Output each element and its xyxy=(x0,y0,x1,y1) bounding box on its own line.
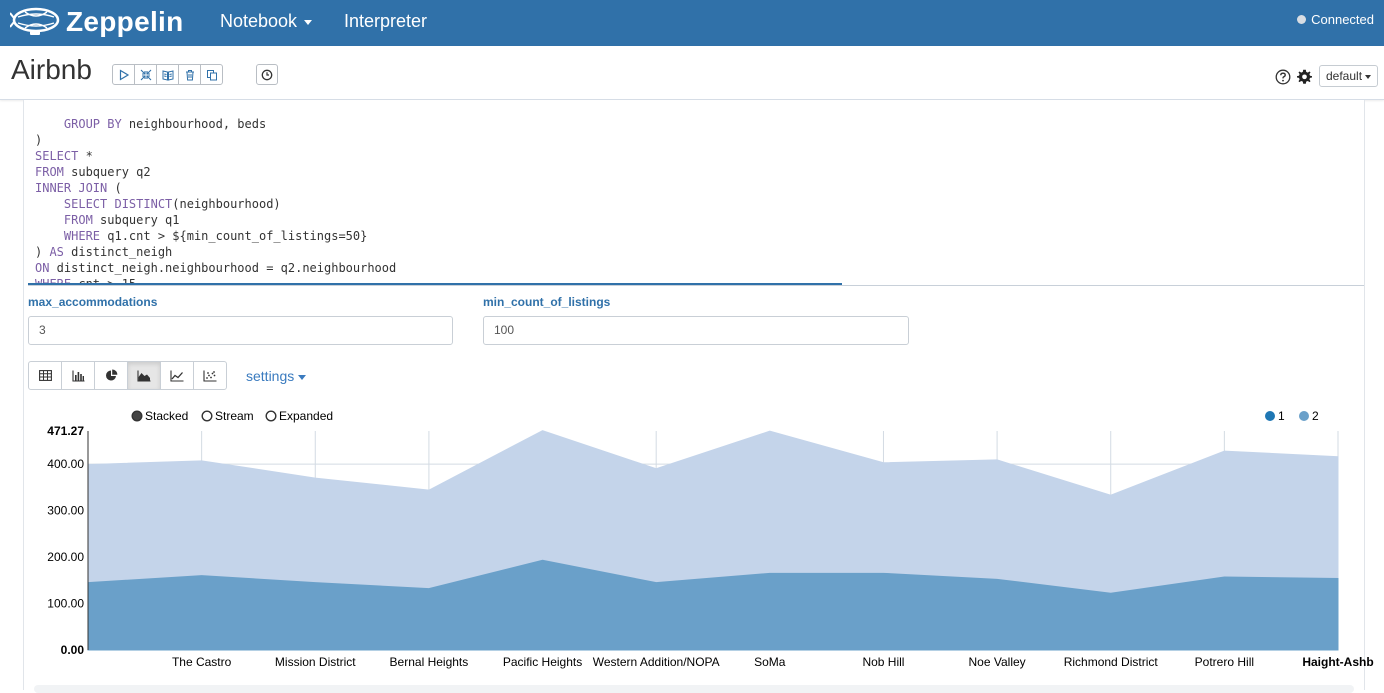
notebook-menu-label: Notebook xyxy=(220,11,298,31)
paragraph-footer xyxy=(34,685,1354,693)
legend-dot-icon xyxy=(1299,411,1309,421)
scatter-chart-button[interactable] xyxy=(193,361,227,390)
form-label-max-accommodations: max_accommodations xyxy=(28,295,158,309)
clear-output-button[interactable] xyxy=(178,64,201,85)
code-divider xyxy=(28,285,1364,286)
legend-label: 2 xyxy=(1312,409,1319,423)
radio-icon xyxy=(131,410,143,422)
top-navbar: Zeppelin Notebook Interpreter Connected xyxy=(0,0,1384,46)
scatter-chart-icon xyxy=(203,370,217,382)
code-line: GROUP BY neighbourhood, beds xyxy=(63,117,267,131)
paragraph: GROUP BY neighbourhood, beds) SELECT * FRO… xyxy=(23,100,1365,693)
run-all-button[interactable] xyxy=(112,64,135,85)
code-line xyxy=(35,100,1335,116)
chart-mode-label: Stream xyxy=(215,409,254,423)
zeppelin-logo-icon xyxy=(10,7,60,35)
chart-mode-label: Expanded xyxy=(279,409,333,423)
clone-note-button[interactable] xyxy=(200,64,223,85)
schedule-button[interactable] xyxy=(256,64,278,85)
code-line: WHERE cnt > 15 xyxy=(35,277,137,284)
code-line: SELECT * xyxy=(35,149,93,163)
pie-chart-icon xyxy=(105,369,117,381)
code-line: WHERE q1.cnt > ${min_count_of_listings=5… xyxy=(63,229,368,243)
max-accommodations-input[interactable]: 3 xyxy=(28,316,453,345)
status-dot-icon xyxy=(1297,15,1307,24)
show-hide-code-icon xyxy=(140,69,151,80)
interpreter-menu-label: Interpreter xyxy=(344,11,428,31)
note-toolbar xyxy=(112,64,223,85)
chevron-down-icon xyxy=(298,374,307,380)
clone-icon xyxy=(206,69,217,80)
legend-label: 1 xyxy=(1278,409,1285,423)
code-line: ON distinct_neigh.neighbourhood = q2.nei… xyxy=(35,261,397,275)
chart-mode-stacked[interactable]: Stacked xyxy=(131,409,188,423)
show-hide-output-icon xyxy=(162,69,173,81)
gear-icon[interactable] xyxy=(1297,69,1312,84)
interpreter-menu[interactable]: Interpreter xyxy=(344,0,427,46)
bar-chart-icon xyxy=(71,370,84,382)
radio-icon xyxy=(201,410,213,422)
code-editor[interactable]: GROUP BY neighbourhood, beds) SELECT * FRO… xyxy=(35,100,1335,284)
notebook-menu[interactable]: Notebook xyxy=(220,0,313,46)
legend-series-2[interactable]: 2 xyxy=(1299,409,1319,423)
settings-dropdown[interactable]: settings xyxy=(246,368,307,384)
code-line: ) AS distinct_neigh xyxy=(35,245,173,259)
area-chart-icon xyxy=(137,370,151,382)
connection-status: Connected xyxy=(1297,12,1374,27)
visualization-toolbar xyxy=(28,361,227,390)
note-header: Airbnb xyxy=(0,46,1384,100)
code-line: ) xyxy=(35,133,43,147)
note-title[interactable]: Airbnb xyxy=(11,54,92,85)
interpreter-select[interactable]: default xyxy=(1319,65,1378,87)
area-chart-button[interactable] xyxy=(127,361,161,390)
radio-icon xyxy=(265,410,277,422)
run-all-icon xyxy=(119,68,129,81)
connection-status-label: Connected xyxy=(1311,12,1374,27)
code-line: INNER JOIN ( xyxy=(35,181,122,195)
chart-mode-expanded[interactable]: Expanded xyxy=(265,409,333,423)
show-hide-code-button[interactable] xyxy=(134,64,157,85)
bar-chart-button[interactable] xyxy=(61,361,95,390)
clock-icon xyxy=(261,69,273,80)
line-chart-icon xyxy=(170,370,184,382)
line-chart-button[interactable] xyxy=(160,361,194,390)
chart-mode-stream[interactable]: Stream xyxy=(201,409,254,423)
code-line: FROM subquery q1 xyxy=(63,213,180,227)
min-count-of-listings-input[interactable]: 100 xyxy=(483,316,909,345)
chevron-down-icon xyxy=(304,19,313,25)
brand-name: Zeppelin xyxy=(66,6,184,37)
trash-icon xyxy=(185,69,194,80)
chevron-down-icon xyxy=(1365,75,1371,79)
interpreter-select-value: default xyxy=(1326,69,1363,83)
code-line: SELECT DISTINCT(neighbourhood) xyxy=(63,197,281,211)
help-icon[interactable] xyxy=(1275,69,1291,85)
chart-mode-label: Stacked xyxy=(145,409,188,423)
brand[interactable]: Zeppelin xyxy=(10,3,184,41)
show-hide-output-button[interactable] xyxy=(156,64,179,85)
pie-chart-button[interactable] xyxy=(94,361,128,390)
legend-dot-icon xyxy=(1265,411,1275,421)
progress-bar xyxy=(28,283,842,286)
table-icon xyxy=(38,370,52,381)
form-label-min-count-of-listings: min_count_of_listings xyxy=(483,295,611,309)
table-view-button[interactable] xyxy=(28,361,62,390)
legend-series-1[interactable]: 1 xyxy=(1265,409,1285,423)
settings-label: settings xyxy=(246,368,295,384)
code-line: FROM subquery q2 xyxy=(35,165,151,179)
